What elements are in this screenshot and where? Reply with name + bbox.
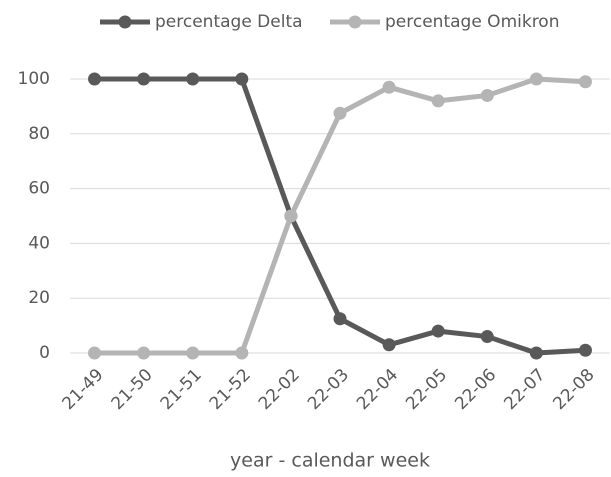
data-point bbox=[88, 346, 102, 360]
data-point bbox=[333, 312, 347, 326]
x-tick-label: 21-50 bbox=[108, 365, 157, 414]
data-point bbox=[235, 346, 249, 360]
legend-label: percentage Omikron bbox=[385, 12, 559, 32]
data-point bbox=[186, 346, 200, 360]
x-tick-label: 22-06 bbox=[451, 365, 500, 414]
x-tick-label: 22-03 bbox=[304, 365, 353, 414]
y-tick-label: 40 bbox=[28, 233, 50, 253]
legend-marker bbox=[118, 15, 132, 29]
data-point bbox=[431, 324, 445, 338]
x-tick-label: 22-07 bbox=[500, 365, 549, 414]
y-tick-label: 0 bbox=[39, 343, 50, 363]
x-tick-label: 21-49 bbox=[59, 365, 108, 414]
x-tick-label: 22-05 bbox=[402, 365, 451, 414]
y-tick-label: 80 bbox=[28, 124, 50, 144]
data-point bbox=[529, 72, 543, 86]
x-tick-label: 21-52 bbox=[206, 365, 255, 414]
legend-marker bbox=[348, 15, 362, 29]
y-tick-label: 60 bbox=[28, 179, 50, 199]
data-point bbox=[529, 346, 543, 360]
data-point bbox=[88, 72, 102, 86]
data-point bbox=[578, 343, 592, 357]
x-axis-title: year - calendar week bbox=[230, 450, 430, 472]
data-point bbox=[431, 94, 445, 108]
data-point bbox=[333, 106, 347, 120]
data-point bbox=[284, 209, 298, 223]
data-point bbox=[137, 346, 151, 360]
y-tick-label: 100 bbox=[18, 69, 50, 89]
legend-label: percentage Delta bbox=[155, 12, 303, 32]
data-point bbox=[382, 80, 396, 94]
x-tick-label: 22-02 bbox=[255, 365, 304, 414]
series-line bbox=[94, 76, 586, 356]
data-point bbox=[480, 330, 494, 344]
y-tick-label: 20 bbox=[28, 288, 50, 308]
x-tick-label: 22-08 bbox=[549, 365, 598, 414]
x-tick-label: 22-04 bbox=[353, 365, 402, 414]
data-point bbox=[382, 338, 396, 352]
data-point bbox=[480, 88, 494, 102]
data-point bbox=[186, 72, 200, 86]
x-tick-label: 21-51 bbox=[157, 365, 206, 414]
series-line bbox=[94, 76, 586, 356]
data-point bbox=[137, 72, 151, 86]
data-point bbox=[578, 75, 592, 89]
data-point bbox=[235, 72, 249, 86]
